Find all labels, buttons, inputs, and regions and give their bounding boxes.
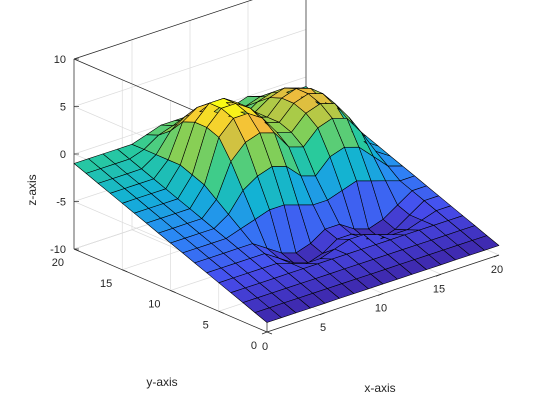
z-tick-label: -10 (50, 244, 66, 256)
z-tick-label: 0 (60, 149, 66, 161)
z-tick-label: 10 (54, 54, 66, 66)
x-tick (435, 273, 442, 277)
surface (73, 86, 500, 323)
x-tick (493, 254, 500, 258)
y-tick (218, 310, 224, 314)
surface-patch (472, 235, 500, 251)
x-axis-label: x-axis (364, 381, 395, 395)
x-tick (377, 293, 384, 296)
x-tick (319, 312, 326, 316)
x-tick-label: 0 (262, 341, 268, 353)
x-tick (261, 331, 268, 335)
y-tick-label: 0 (251, 340, 257, 352)
y-tick (170, 290, 176, 293)
y-tick (122, 269, 128, 273)
z-gridline-back (73, 29, 307, 107)
z-tick-label: -5 (56, 197, 66, 209)
x-tick-label: 20 (491, 264, 503, 276)
y-tick-label: 5 (203, 319, 209, 331)
y-tick-label: 10 (148, 299, 160, 311)
y-tick-label: 15 (100, 278, 112, 290)
z-axis-label: z-axis (25, 174, 39, 205)
y-tick (266, 331, 273, 335)
y-axis-label: y-axis (146, 375, 177, 389)
x-tick-label: 10 (375, 303, 387, 315)
z-tick-label: 5 (60, 102, 66, 114)
box-edge (73, 0, 253, 60)
x-tick-label: 5 (320, 322, 326, 334)
y-tick-label: 20 (52, 257, 64, 269)
x-tick-label: 15 (433, 283, 445, 295)
